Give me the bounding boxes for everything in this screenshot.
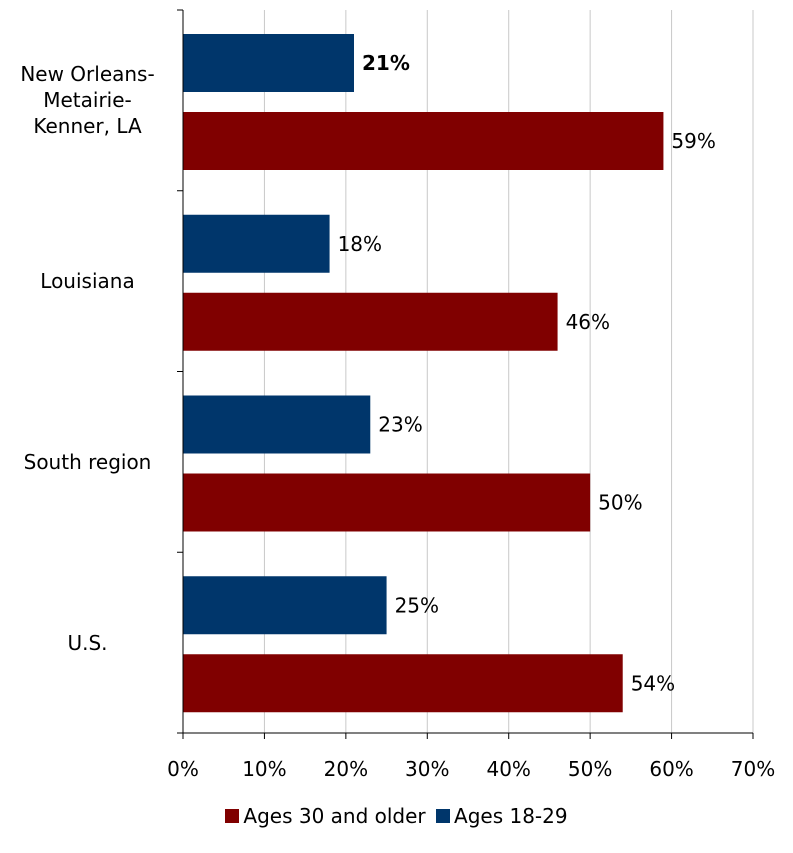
x-tick-label: 20%	[324, 757, 368, 781]
value-label-ages-30-and-older-u-s: 54%	[631, 671, 675, 695]
legend-swatch-ages-30-and-older	[225, 809, 240, 823]
x-tick-label: 0%	[167, 757, 199, 781]
legend-label-ages-18-29: Ages 18-29	[454, 804, 568, 828]
value-label-ages-18-29-south-region: 23%	[378, 413, 422, 437]
category-label-new-orleans-metairie-kenner-la: New Orleans- Metairie- Kenner, LA	[20, 62, 155, 139]
x-tick-label: 40%	[486, 757, 530, 781]
x-tick-labels: 0% 10% 20% 30% 40% 50% 60% 70%	[167, 757, 775, 781]
value-label-ages-30-and-older-new-orleans-metairie-kenner-la: 59%	[671, 129, 715, 153]
value-label-ages-18-29-u-s: 25%	[395, 593, 439, 617]
category-label-south-region: South region	[23, 449, 152, 474]
legend: Ages 30 and older Ages 18-29	[0, 804, 793, 828]
bar-ages-30-and-older-louisiana	[183, 292, 558, 351]
x-tick-label: 60%	[649, 757, 693, 781]
x-tick-label: 70%	[731, 757, 775, 781]
bar-ages-18-29-louisiana	[183, 214, 330, 273]
legend-label-ages-30-and-older: Ages 30 and older	[243, 804, 426, 828]
x-tick-label: 50%	[568, 757, 612, 781]
bar-ages-30-and-older-u-s	[183, 654, 623, 713]
category-label-u-s: U.S.	[67, 630, 108, 655]
bar-ages-30-and-older-south-region	[183, 473, 591, 532]
bar-ages-18-29-new-orleans-metairie-kenner-la	[183, 34, 354, 92]
legend-swatch-ages-18-29	[436, 809, 451, 823]
x-tick-label: 30%	[405, 757, 449, 781]
bar-ages-18-29-u-s	[183, 576, 387, 635]
value-label-ages-18-29-louisiana: 18%	[338, 232, 382, 256]
x-tick-label: 10%	[242, 757, 286, 781]
value-label-ages-18-29-new-orleans-metairie-kenner-la: 21%	[362, 51, 410, 75]
legend-item-ages-18-29: Ages 18-29	[436, 804, 568, 828]
bars	[183, 34, 664, 713]
legend-item-ages-30-and-older: Ages 30 and older	[225, 804, 426, 828]
value-label-ages-30-and-older-louisiana: 46%	[566, 310, 610, 334]
value-labels: 21% 59% 18% 46% 23% 50% 25% 54%	[338, 51, 716, 695]
value-label-ages-30-and-older-south-region: 50%	[598, 491, 642, 515]
axes	[177, 9, 754, 739]
category-label-louisiana: Louisiana	[40, 269, 135, 294]
bar-ages-18-29-south-region	[183, 395, 371, 454]
bar-ages-30-and-older-new-orleans-metairie-kenner-la	[183, 112, 664, 170]
